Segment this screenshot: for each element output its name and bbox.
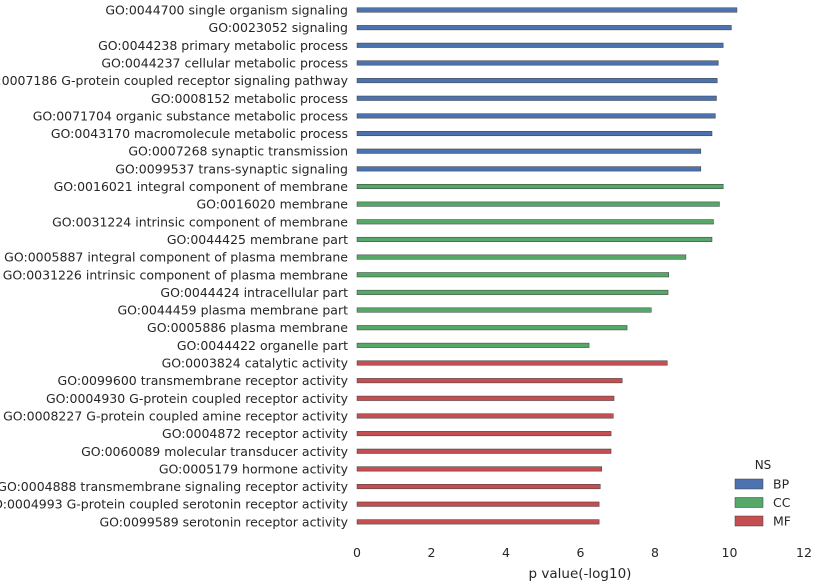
bar xyxy=(356,342,590,348)
bar xyxy=(356,431,612,437)
bar xyxy=(356,254,687,260)
category-label: GO:0005179 hormone activity xyxy=(159,461,349,476)
category-label: GO:0099589 serotonin receptor activity xyxy=(99,514,348,529)
category-label: GO:0005887 integral component of plasma … xyxy=(4,250,348,265)
bar xyxy=(356,484,601,490)
category-label: GO:0044238 primary metabolic process xyxy=(98,38,348,53)
bar xyxy=(356,272,670,278)
category-label: GO:0008227 G-protein coupled amine recep… xyxy=(3,408,349,423)
category-label: GO:0060089 molecular transducer activity xyxy=(81,444,349,459)
x-tick-label: 2 xyxy=(428,545,436,560)
bar xyxy=(356,413,614,419)
bar xyxy=(356,219,714,225)
category-label: GO:0099537 trans-synaptic signaling xyxy=(115,161,348,176)
category-label: GO:0023052 signaling xyxy=(209,20,348,35)
bar xyxy=(356,60,719,66)
legend-title: NS xyxy=(755,458,772,472)
bar xyxy=(356,78,718,84)
bar xyxy=(356,360,668,366)
bar xyxy=(356,25,732,31)
bar xyxy=(356,466,602,472)
bar xyxy=(356,131,713,137)
category-label: GO:0044237 cellular metabolic process xyxy=(101,55,348,70)
legend-label: MF xyxy=(773,514,791,529)
bar xyxy=(356,42,724,48)
bar xyxy=(356,166,702,172)
bar xyxy=(356,148,702,154)
legend-swatch xyxy=(734,497,764,508)
bar xyxy=(356,201,720,207)
category-label: GO:0071704 organic substance metabolic p… xyxy=(33,108,348,123)
category-label: GO:0043170 macromolecule metabolic proce… xyxy=(51,126,348,141)
category-label: GO:0099600 transmembrane receptor activi… xyxy=(58,373,349,388)
x-tick-label: 10 xyxy=(722,545,738,560)
category-label: GO:0031226 intrinsic component of plasma… xyxy=(3,267,349,282)
x-tick-label: 8 xyxy=(651,545,659,560)
category-label: GO:0016021 integral component of membran… xyxy=(54,179,349,194)
x-tick-label: 4 xyxy=(502,545,510,560)
legend: NS BP CC MF xyxy=(734,458,791,529)
category-label: GO:0004993 G-protein coupled serotonin r… xyxy=(0,497,349,512)
legend-swatch xyxy=(734,515,764,527)
legend-label: CC xyxy=(773,495,791,510)
category-label: GO:0031224 intrinsic component of membra… xyxy=(52,214,348,229)
category-label: GO:0008152 metabolic process xyxy=(151,91,348,106)
bar xyxy=(356,289,669,295)
x-axis-title: p value(-log10) xyxy=(529,566,632,582)
bar xyxy=(356,519,600,525)
category-label: GO:0044459 plasma membrane part xyxy=(117,303,348,318)
bar xyxy=(356,7,738,13)
bars-layer xyxy=(356,7,738,525)
category-label: GO:0004872 receptor activity xyxy=(162,426,349,441)
category-label: GO:0004930 G-protein coupled receptor ac… xyxy=(46,391,349,406)
bar xyxy=(356,395,615,401)
category-labels: GO:0044700 single organism signaling GO:0… xyxy=(0,3,349,530)
x-tick-label: 12 xyxy=(796,545,812,560)
category-label: GO:0003824 catalytic activity xyxy=(162,356,349,371)
category-label: GO:0044424 intracellular part xyxy=(160,285,348,300)
category-label: GO:0016020 membrane xyxy=(196,197,348,212)
category-label: GO:0044422 organelle part xyxy=(177,338,348,353)
x-tick-label: 6 xyxy=(577,545,585,560)
category-label: GO:0044700 single organism signaling xyxy=(105,3,348,18)
category-label: GO:0005886 plasma membrane xyxy=(147,320,348,335)
bar xyxy=(356,325,628,331)
bar xyxy=(356,236,713,242)
category-label: GO:0007268 synaptic transmission xyxy=(128,144,348,159)
bar xyxy=(356,113,716,119)
x-tick-label: 0 xyxy=(353,545,361,560)
legend-swatch xyxy=(734,478,764,490)
bar xyxy=(356,184,724,189)
category-label: GO:0004888 transmembrane signaling recep… xyxy=(0,479,349,494)
bar xyxy=(356,448,612,454)
bar xyxy=(356,307,652,313)
bar xyxy=(356,95,717,101)
bar xyxy=(356,501,600,507)
category-label: GO:0044425 membrane part xyxy=(167,232,348,247)
x-axis-ticks: 0 2 4 6 8 10 12 xyxy=(353,545,812,560)
category-label: GO:0007186 G-protein coupled receptor si… xyxy=(0,73,349,88)
legend-label: BP xyxy=(773,477,790,492)
bar xyxy=(356,378,623,384)
